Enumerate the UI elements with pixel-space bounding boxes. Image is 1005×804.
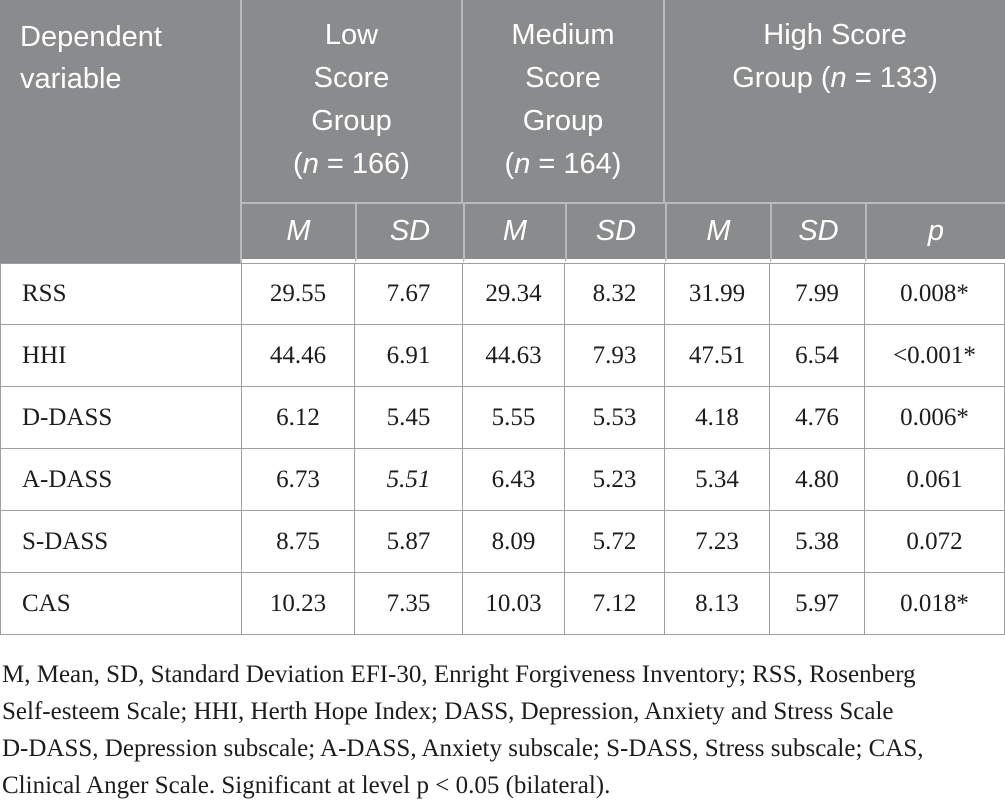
cell-cas-m-low: 10.23 (242, 573, 355, 635)
header-group-line: Score (525, 62, 601, 94)
cell-hhi-m-med: 44.63 (463, 325, 565, 387)
header-group-n: Group (n = 133) (732, 62, 938, 94)
header-group-n: (n = 166) (293, 148, 410, 180)
group-comparison-table: Dependent variable Low Score Group (n = … (0, 0, 1005, 635)
cell-hhi-sd-high: 6.54 (770, 325, 865, 387)
cell-s-dass-sd-low: 5.87 (355, 511, 463, 573)
row-label-s-dass: S-DASS (0, 511, 242, 573)
subheader-m-med: M (463, 202, 565, 263)
cell-rss-sd-high: 7.99 (770, 263, 865, 325)
cell-d-dass-sd-high: 4.76 (770, 387, 865, 449)
header-group-line: Low (324, 19, 379, 51)
cell-s-dass-sd-med: 5.72 (565, 511, 665, 573)
cell-a-dass-m-med: 6.43 (463, 449, 565, 511)
subheader-m-low: M (242, 202, 355, 263)
header-group-line: Group (522, 105, 604, 137)
cell-s-dass-m-med: 8.09 (463, 511, 565, 573)
header-group-n: (n = 164) (504, 148, 622, 180)
cell-hhi-p: <0.001* (865, 325, 1005, 387)
subheader-sd-low: SD (355, 202, 463, 263)
cell-a-dass-p: 0.061 (865, 449, 1005, 511)
cell-s-dass-m-low: 8.75 (242, 511, 355, 573)
cell-a-dass-sd-high: 4.80 (770, 449, 865, 511)
cell-cas-sd-med: 7.12 (565, 573, 665, 635)
footnote-line: Clinical Anger Scale. Significant at lev… (2, 772, 611, 799)
subheader-sd-med: SD (565, 202, 665, 263)
cell-rss-m-high: 31.99 (665, 263, 770, 325)
cell-hhi-m-high: 47.51 (665, 325, 770, 387)
footnote-line: Self-esteem Scale; HHI, Herth Hope Index… (2, 698, 894, 725)
cell-a-dass-m-high: 5.34 (665, 449, 770, 511)
header-dependent-variable: Dependent variable (0, 0, 242, 263)
header-medium-score-group: Medium Score Group (n = 164) (463, 0, 665, 202)
row-label-hhi: HHI (0, 325, 242, 387)
header-low-score-group: Low Score Group (n = 166) (242, 0, 463, 202)
header-group-line: Group (311, 105, 392, 137)
cell-a-dass-m-low: 6.73 (242, 449, 355, 511)
header-group-line: Medium (511, 19, 615, 51)
table-footnote: M, Mean, SD, Standard Deviation EFI-30, … (0, 635, 1005, 804)
cell-hhi-sd-low: 6.91 (355, 325, 463, 387)
cell-hhi-m-low: 44.46 (242, 325, 355, 387)
cell-cas-m-med: 10.03 (463, 573, 565, 635)
cell-d-dass-p: 0.006* (865, 387, 1005, 449)
cell-hhi-sd-med: 7.93 (565, 325, 665, 387)
footnote-line: M, Mean, SD, Standard Deviation EFI-30, … (2, 661, 916, 688)
cell-d-dass-m-low: 6.12 (242, 387, 355, 449)
cell-d-dass-m-med: 5.55 (463, 387, 565, 449)
cell-cas-m-high: 8.13 (665, 573, 770, 635)
row-label-d-dass: D-DASS (0, 387, 242, 449)
cell-cas-sd-high: 5.97 (770, 573, 865, 635)
cell-d-dass-m-high: 4.18 (665, 387, 770, 449)
cell-rss-m-low: 29.55 (242, 263, 355, 325)
footnote-line: D-DASS, Depression subscale; A-DASS, Anx… (2, 735, 924, 762)
subheader-sd-high: SD (770, 202, 865, 263)
header-group-line: Score (313, 62, 390, 94)
cell-s-dass-m-high: 7.23 (665, 511, 770, 573)
cell-s-dass-sd-high: 5.38 (770, 511, 865, 573)
cell-a-dass-sd-low: 5.51 (355, 449, 463, 511)
cell-cas-sd-low: 7.35 (355, 573, 463, 635)
subheader-p: p (865, 202, 1005, 263)
cell-d-dass-sd-med: 5.53 (565, 387, 665, 449)
cell-rss-p: 0.008* (865, 263, 1005, 325)
row-label-a-dass: A-DASS (0, 449, 242, 511)
cell-a-dass-sd-med: 5.23 (565, 449, 665, 511)
row-label-cas: CAS (0, 573, 242, 635)
header-group-line: High Score (763, 19, 907, 51)
header-high-score-group: High Score Group (n = 133) (665, 0, 1005, 202)
cell-rss-m-med: 29.34 (463, 263, 565, 325)
cell-d-dass-sd-low: 5.45 (355, 387, 463, 449)
cell-s-dass-p: 0.072 (865, 511, 1005, 573)
row-label-rss: RSS (0, 263, 242, 325)
subheader-m-high: M (665, 202, 770, 263)
cell-cas-p: 0.018* (865, 573, 1005, 635)
cell-rss-sd-low: 7.67 (355, 263, 463, 325)
cell-rss-sd-med: 8.32 (565, 263, 665, 325)
